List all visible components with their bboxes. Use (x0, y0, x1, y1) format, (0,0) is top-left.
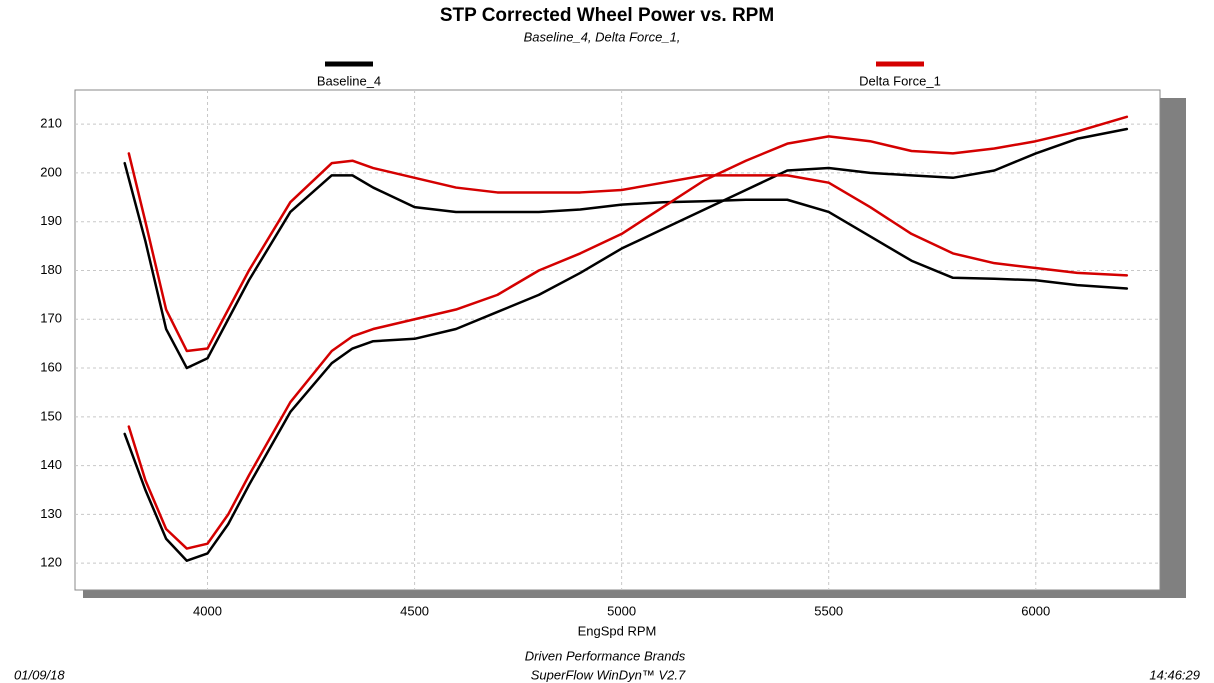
x-tick-label: 4000 (193, 603, 222, 618)
x-tick-label: 6000 (1021, 603, 1050, 618)
series-line (127, 115, 1129, 550)
footer-date: 01/09/18 (14, 667, 65, 682)
legend-label: Baseline_4 (317, 73, 381, 88)
y-tick-label: 190 (40, 213, 62, 228)
y-tick-label: 160 (40, 359, 62, 374)
x-tick-label: 4500 (400, 603, 429, 618)
y-tick-label: 130 (40, 506, 62, 521)
y-tick-label: 180 (40, 262, 62, 277)
y-tick-label: 210 (40, 116, 62, 131)
y-tick-label: 140 (40, 457, 62, 472)
legend-label: Delta Force_1 (859, 73, 941, 88)
x-tick-label: 5500 (814, 603, 843, 618)
y-tick-label: 170 (40, 311, 62, 326)
footer-company: Driven Performance Brands (525, 648, 686, 663)
series-line (123, 127, 1129, 562)
y-tick-label: 200 (40, 164, 62, 179)
chart-subtitle: Baseline_4, Delta Force_1, (524, 29, 681, 44)
series-line (127, 152, 1129, 353)
y-tick-label: 150 (40, 408, 62, 423)
chart-title: STP Corrected Wheel Power vs. RPM (440, 5, 774, 26)
series-line (123, 161, 1129, 370)
x-tick-label: 5000 (607, 603, 636, 618)
footer-time: 14:46:29 (1149, 667, 1200, 682)
x-axis-label: EngSpd RPM (578, 623, 657, 638)
y-tick-label: 120 (40, 555, 62, 570)
footer-software: SuperFlow WinDyn™ V2.7 (531, 667, 686, 682)
plot-area (74, 89, 1161, 591)
